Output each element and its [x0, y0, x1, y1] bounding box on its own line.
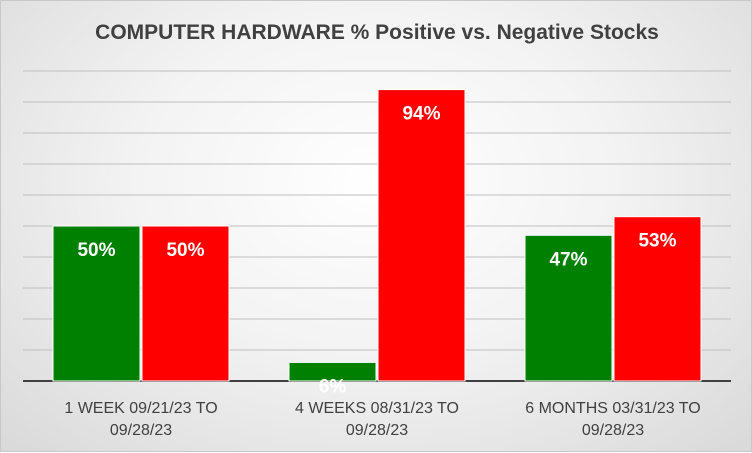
- category-label: 1 WEEK 09/21/23 TO: [64, 400, 217, 417]
- bar-0-1: [141, 225, 230, 382]
- bar-2-1: [613, 216, 702, 382]
- data-label: 47%: [549, 249, 587, 270]
- bar-0-0: [52, 225, 141, 382]
- category-label: 4 WEEKS 08/31/23 TO: [295, 400, 459, 417]
- data-label: 94%: [402, 104, 440, 125]
- bar-1-1: [377, 89, 466, 382]
- data-label: 6%: [319, 376, 347, 397]
- category-label: 09/28/23: [582, 422, 644, 439]
- category-label: 09/28/23: [110, 422, 172, 439]
- data-label: 50%: [166, 240, 204, 261]
- bar-1-0: [288, 361, 377, 382]
- chart-title: COMPUTER HARDWARE % Positive vs. Negativ…: [95, 21, 659, 44]
- data-label: 53%: [638, 231, 676, 252]
- bar-2-0: [524, 234, 613, 382]
- data-label: 50%: [77, 240, 115, 261]
- category-label: 6 MONTHS 03/31/23 TO: [525, 400, 700, 417]
- category-label: 09/28/23: [346, 422, 408, 439]
